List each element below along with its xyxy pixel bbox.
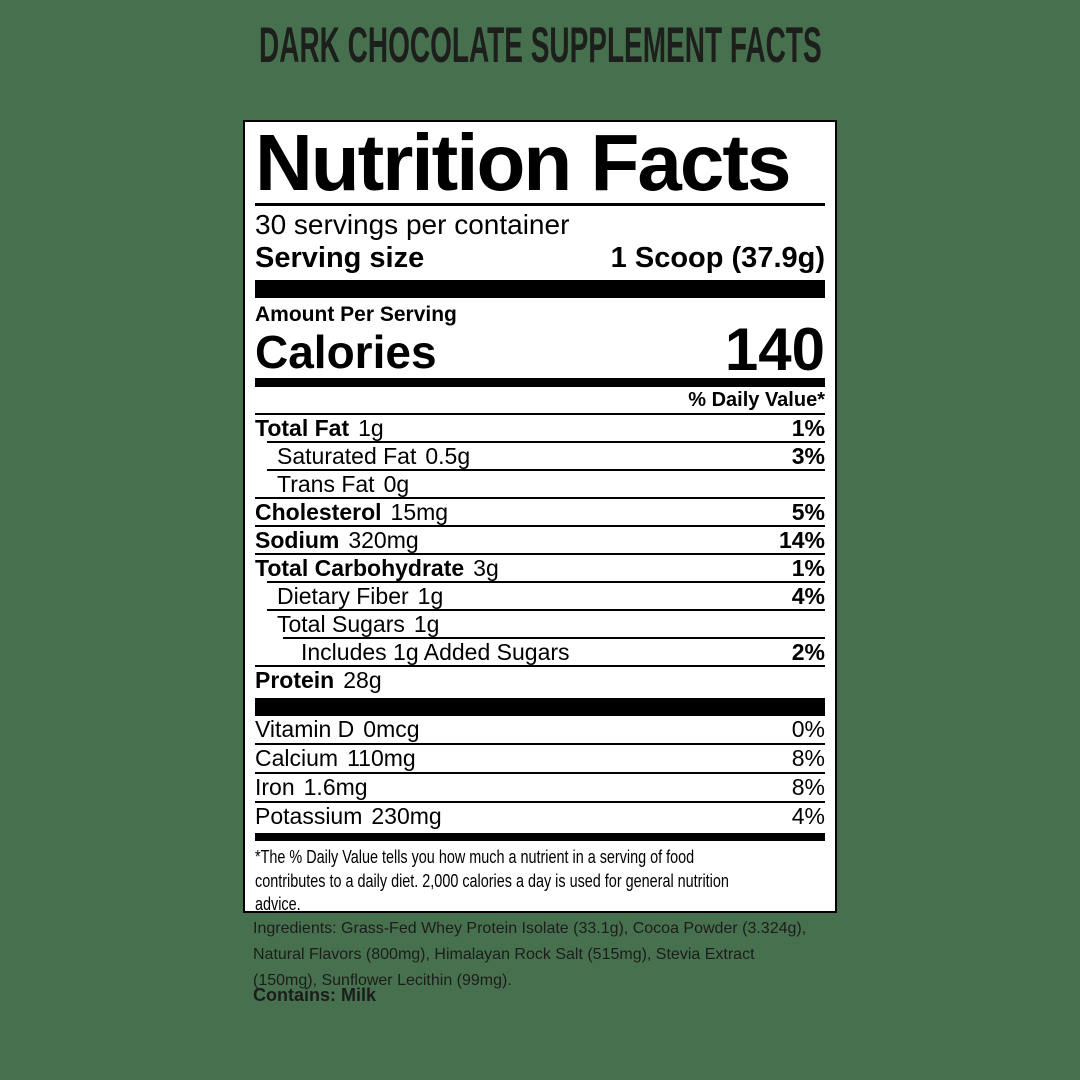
nutrient-dv: 14% xyxy=(778,527,825,553)
nutrient-dv: 1% xyxy=(791,555,825,581)
row-divider xyxy=(255,525,825,527)
nutrient-amount: 1g xyxy=(358,415,384,441)
nutrient-dv: 4% xyxy=(791,583,825,609)
daily-value-footnote: *The % Daily Value tells you how much a … xyxy=(255,846,729,913)
nutrient-row-sodium: Sodium 320mg 14% xyxy=(255,527,825,553)
medium-separator xyxy=(255,378,825,387)
nutrient-row-protein: Protein 28g xyxy=(255,667,825,693)
calories-value: 140 xyxy=(724,316,825,383)
micronutrient-amount: 110mg xyxy=(347,745,416,771)
micronutrient-amount: 1.6mg xyxy=(303,774,368,800)
row-divider xyxy=(255,497,825,499)
amount-per-serving-label: Amount Per Serving xyxy=(255,303,457,326)
nutrient-amount: 28g xyxy=(343,667,382,693)
servings-per-container: 30 servings per container xyxy=(255,209,570,240)
micronutrient-row-potassium: Potassium 230mg 4% xyxy=(255,803,825,830)
nutrient-name: Trans Fat xyxy=(277,471,375,497)
micronutrient-name: Potassium xyxy=(255,803,363,829)
nutrient-name: Includes 1g Added Sugars xyxy=(301,639,570,665)
row-divider xyxy=(283,637,825,639)
micronutrient-row-calcium: Calcium 110mg 8% xyxy=(255,745,825,772)
calories-label: Calories xyxy=(255,326,437,378)
micronutrient-name: Iron xyxy=(255,774,295,800)
micronutrient-amount: 0mcg xyxy=(363,716,420,742)
nutrient-name: Dietary Fiber xyxy=(277,583,409,609)
row-divider xyxy=(255,553,825,555)
nutrient-amount: 15mg xyxy=(390,499,449,525)
nutrient-row-dietary-fiber: Dietary Fiber 1g 4% xyxy=(255,583,825,609)
nutrition-facts-heading: Nutrition Facts xyxy=(255,120,791,207)
serving-size-label: Serving size xyxy=(255,242,425,274)
thick-separator-top xyxy=(255,280,825,298)
thick-separator-bottom xyxy=(255,698,825,716)
nutrient-name: Saturated Fat xyxy=(277,443,417,469)
nutrient-amount: 1g xyxy=(413,611,440,637)
nutrient-row-total-sugars: Total Sugars 1g xyxy=(255,611,825,637)
daily-value-header: % Daily Value* xyxy=(688,389,825,411)
row-divider xyxy=(255,665,825,667)
nutrient-dv: 5% xyxy=(791,499,825,525)
small-separator xyxy=(255,833,825,841)
nutrition-facts-label: Nutrition Facts 30 servings per containe… xyxy=(243,120,837,913)
nutrient-name: Protein xyxy=(255,667,335,693)
nutrient-row-total-carbohydrate: Total Carbohydrate 3g 1% xyxy=(255,555,825,581)
micronutrient-name: Calcium xyxy=(255,745,339,771)
heading-divider xyxy=(255,203,825,206)
page-title-text: DARK CHOCOLATE SUPPLEMENT FACTS xyxy=(258,17,822,73)
nutrient-row-trans-fat: Trans Fat 0g xyxy=(255,471,825,497)
nutrient-amount: 1g xyxy=(417,583,444,609)
micronutrient-dv: 8% xyxy=(791,774,825,800)
micronutrient-name: Vitamin D xyxy=(255,716,355,742)
row-divider xyxy=(255,772,825,774)
nutrient-name: Sodium xyxy=(255,527,340,553)
nutrient-row-total-fat: Total Fat 1g 1% xyxy=(255,415,825,441)
nutrient-name: Cholesterol xyxy=(255,499,382,525)
row-divider xyxy=(267,581,825,583)
contains-text: Contains: Milk xyxy=(253,985,377,1005)
nutrient-dv: 3% xyxy=(791,443,825,469)
row-divider xyxy=(255,801,825,803)
nutrient-dv: 1% xyxy=(791,415,825,441)
micronutrient-dv: 8% xyxy=(791,745,825,771)
calories-row: Calories 140 xyxy=(255,316,825,383)
serving-size-row: Serving size 1 Scoop (37.9g) xyxy=(255,241,825,275)
nutrient-amount: 0g xyxy=(383,471,410,497)
row-divider xyxy=(255,413,825,415)
ingredients-text: Ingredients: Grass-Fed Whey Protein Isol… xyxy=(253,920,807,989)
micronutrient-dv: 4% xyxy=(791,803,825,829)
nutrient-row-added-sugars: Includes 1g Added Sugars 2% xyxy=(255,639,825,665)
micronutrient-dv: 0% xyxy=(791,716,825,742)
nutrient-name: Total Carbohydrate xyxy=(255,555,465,581)
nutrient-row-saturated-fat: Saturated Fat 0.5g 3% xyxy=(255,443,825,469)
row-divider xyxy=(267,469,825,471)
footnote-line: advice. xyxy=(255,894,301,913)
serving-size-value: 1 Scoop (37.9g) xyxy=(610,242,825,274)
nutrient-amount: 3g xyxy=(473,555,499,581)
nutrient-amount: 320mg xyxy=(348,527,419,553)
micronutrient-row-iron: Iron 1.6mg 8% xyxy=(255,774,825,801)
nutrient-name: Total Sugars xyxy=(277,611,405,637)
nutrient-amount: 0.5g xyxy=(425,443,471,469)
nutrient-row-cholesterol: Cholesterol 15mg 5% xyxy=(255,499,825,525)
page-title: DARK CHOCOLATE SUPPLEMENT FACTS xyxy=(0,20,1080,70)
micronutrient-row-vitamin-d: Vitamin D 0mcg 0% xyxy=(255,716,825,743)
footnote-line: contributes to a daily diet. 2,000 calor… xyxy=(255,870,729,891)
row-divider xyxy=(267,609,825,611)
nutrient-name: Total Fat xyxy=(255,415,350,441)
row-divider xyxy=(267,441,825,443)
micronutrient-amount: 230mg xyxy=(371,803,442,829)
nutrient-dv: 2% xyxy=(791,639,825,665)
footnote-line: *The % Daily Value tells you how much a … xyxy=(255,847,695,867)
row-divider xyxy=(255,743,825,745)
